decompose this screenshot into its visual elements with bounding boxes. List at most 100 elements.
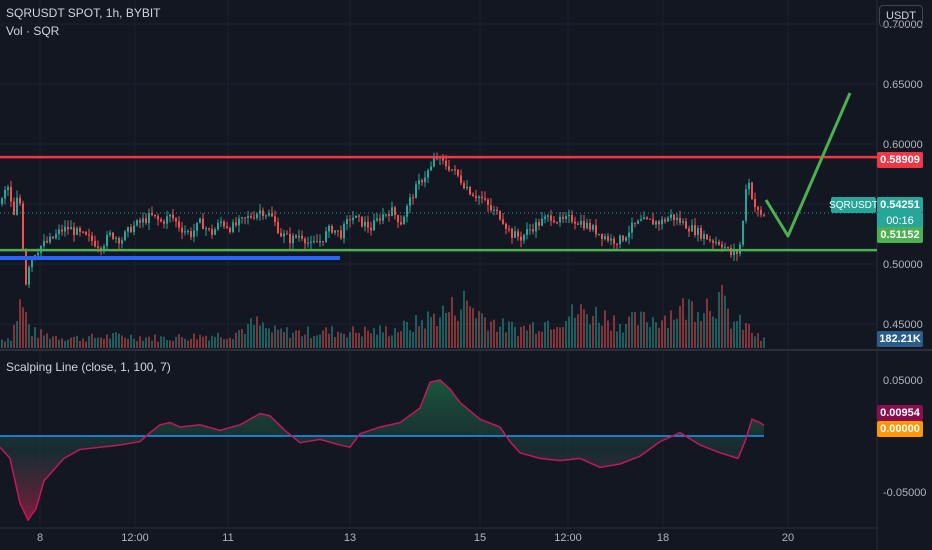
candle-body [442,156,444,161]
candle-body [241,217,243,219]
candle-body [91,235,93,241]
candle-body [316,241,318,243]
candle-body [343,224,345,239]
candle-body [73,227,75,235]
volume-bar [658,327,660,348]
volume-bar [595,306,597,348]
volume-bar [91,333,93,348]
volume-bar [601,325,603,348]
volume-bar [502,318,504,348]
volume-bar [634,312,636,348]
candle-body [646,217,648,219]
volume-bar [691,301,693,348]
volume-bar [112,332,114,348]
candle-body [709,239,711,241]
volume-bar [58,339,60,348]
candle-body [667,217,669,222]
candle-body [568,214,570,217]
volume-bar [130,334,132,348]
currency-button[interactable]: USDT [879,5,923,27]
candle-body [583,220,585,229]
last-price-tag: 0.54251 [877,197,923,213]
candle-body [487,199,489,205]
candle-body [340,230,342,239]
volume-bar [733,321,735,348]
candle-body [670,214,672,218]
volume-bar [1,339,3,348]
candle-body [601,233,603,240]
volume-bar [118,333,120,348]
indicator-label[interactable]: Scalping Line (close, 1, 100, 7) [6,360,171,374]
volume-bar [724,295,726,348]
volume-bar [244,334,246,348]
candle-body [334,230,336,233]
candle-body [481,196,483,199]
candle-body [391,207,393,216]
volume-bar [469,306,471,348]
candle-body [112,232,114,239]
volume-bar [97,337,99,348]
candle-body [127,227,129,232]
volume-bar [592,316,594,348]
candle-body [736,250,738,254]
volume-bar [61,338,63,348]
symbol-title[interactable]: SQRUSDT SPOT, 1h, BYBIT [6,6,161,20]
candle-body [358,215,360,217]
volume-label[interactable]: Vol · SQR [6,24,60,38]
candle-body [346,219,348,225]
candle-body [541,218,543,226]
volume-bar [10,340,12,348]
candle-body [67,226,69,230]
candle-body [124,231,126,241]
volume-bar [640,311,642,348]
candle-body [517,231,519,237]
volume-bar [649,326,651,348]
volume-bar [451,296,453,348]
candle-body [205,228,207,230]
volume-bar [466,300,468,348]
candle-body [13,201,15,215]
candle-body [400,222,402,225]
volume-bar [568,316,570,348]
candle-body [202,218,204,230]
volume-bar [490,321,492,348]
candle-body [595,225,597,235]
candle-body [70,227,72,230]
candle-body [58,229,60,234]
volume-bar [598,322,600,348]
volume-bar [397,332,399,348]
candle-body [607,236,609,241]
candle-body [661,219,663,225]
volume-bar [514,326,516,348]
volume-bar [100,337,102,348]
volume-bar [355,332,357,348]
volume-bar [316,335,318,348]
candle-body [625,237,627,241]
candle-body [703,234,705,239]
candle-body [535,222,537,232]
volume-bar [721,285,723,348]
candle-body [649,218,651,220]
candle-body [757,207,759,210]
candle-body [634,222,636,224]
volume-bar [187,340,189,348]
volume-bar [475,318,477,348]
price-tick-label: 0.65000 [883,79,923,91]
volume-bar [322,330,324,348]
candle-body [337,230,339,232]
oscillator-pane [0,379,765,522]
candle-body [319,240,321,243]
volume-tag: 182.21K [877,331,923,347]
volume-bar [436,326,438,348]
volume-bars [1,285,765,348]
volume-bar [154,334,156,348]
volume-bar [361,336,363,348]
volume-bar [550,329,552,348]
volume-bar [676,318,678,348]
candle-body [286,233,288,235]
candle-body [229,227,231,232]
candle-body [133,225,135,233]
volume-bar [349,332,351,348]
volume-bar [148,336,150,348]
